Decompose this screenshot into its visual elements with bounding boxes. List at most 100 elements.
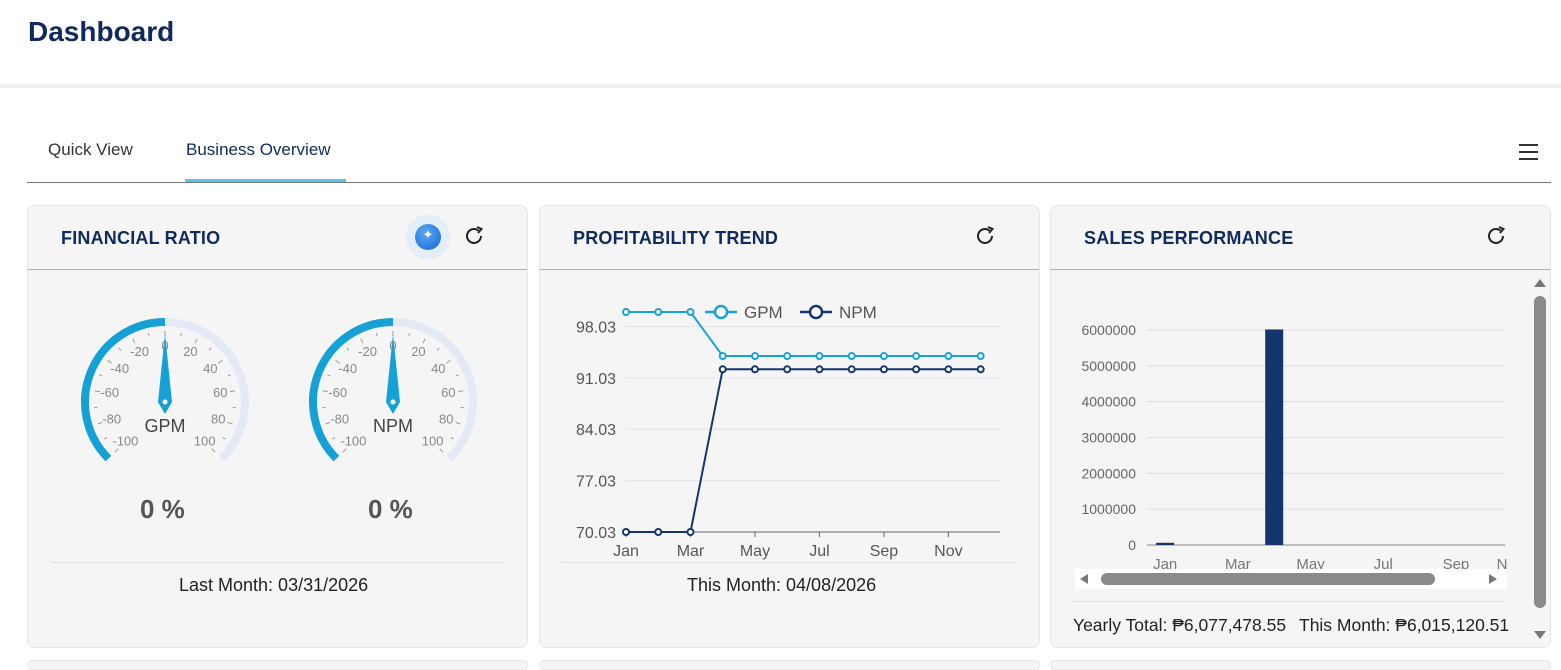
- data-point-gpm: [687, 309, 693, 315]
- gauge-tick-label: 100: [194, 434, 216, 449]
- financial-ratio-title: FINANCIAL RATIO: [61, 228, 220, 249]
- profitability-trend-title: PROFITABILITY TREND: [573, 228, 778, 249]
- gauge-tick: [115, 449, 119, 453]
- data-point-gpm: [784, 353, 790, 359]
- gauge-tick-label: -20: [130, 344, 149, 359]
- gauge-tick: [458, 391, 463, 392]
- gauge-tick: [209, 348, 211, 350]
- gauge-tick-label: -80: [330, 411, 349, 426]
- legend-marker-npm: [810, 306, 822, 318]
- y-tick-label: 77.03: [576, 474, 616, 491]
- refresh-icon[interactable]: [973, 224, 997, 248]
- npm-value: 0 %: [368, 494, 413, 525]
- gauge-tick-label: -60: [328, 385, 347, 400]
- y-tick-label: 84.03: [576, 422, 616, 439]
- data-point-gpm: [816, 353, 822, 359]
- top-bar: Dashboard: [0, 0, 1561, 88]
- gauge-tick: [228, 375, 231, 376]
- y-tick-label: 91.03: [576, 371, 616, 388]
- card-divider: [51, 562, 505, 563]
- bar-apr: [1265, 329, 1283, 545]
- data-point-npm: [945, 366, 951, 372]
- data-point-gpm: [623, 309, 629, 315]
- data-point-gpm: [881, 353, 887, 359]
- x-tick-label: Sep: [870, 543, 899, 560]
- scroll-right-icon[interactable]: [1487, 573, 1499, 585]
- tab-bar: Quick View Business Overview: [27, 128, 1551, 183]
- financial-ratio-card: FINANCIAL RATIO ✦ -100-80-60-40-20020406…: [27, 205, 528, 648]
- this-month-label: This Month: 04/08/2026: [687, 575, 876, 596]
- gauge-name: NPM: [373, 416, 413, 436]
- refresh-icon[interactable]: [462, 224, 486, 248]
- scroll-thumb[interactable]: [1101, 573, 1435, 585]
- data-point-npm: [913, 366, 919, 372]
- y-tick-label: 0: [1128, 537, 1136, 553]
- tab-business-overview[interactable]: Business Overview: [186, 140, 331, 160]
- data-point-npm: [784, 366, 790, 372]
- chart-horizontal-scrollbar[interactable]: [1075, 569, 1507, 589]
- gauge-tick: [361, 339, 363, 343]
- gauge-tick: [456, 375, 459, 376]
- gauge-tick-label: 40: [431, 361, 445, 376]
- gauge-tick: [99, 375, 102, 376]
- card-divider: [1073, 601, 1505, 602]
- card-vertical-scrollbar[interactable]: [1529, 272, 1551, 648]
- y-tick-label: 6000000: [1081, 322, 1136, 338]
- data-point-npm: [720, 366, 726, 372]
- profitability-trend-header: PROFITABILITY TREND: [540, 206, 1039, 270]
- gauge-tick: [327, 375, 330, 376]
- gauge-tick: [95, 391, 100, 392]
- gauge-tick-label: -20: [358, 344, 377, 359]
- vertical-scroll-thumb[interactable]: [1534, 296, 1546, 608]
- active-tab-indicator: [185, 179, 346, 182]
- gauge-tick-label: -100: [340, 434, 366, 449]
- gauge-tick: [423, 339, 425, 343]
- data-point-npm: [881, 366, 887, 372]
- gauge-tick: [104, 438, 107, 440]
- scroll-down-icon[interactable]: [1533, 630, 1547, 642]
- y-tick-label: 2000000: [1081, 465, 1136, 481]
- tab-quick-view[interactable]: Quick View: [48, 140, 133, 160]
- gauge-tick: [119, 348, 121, 350]
- data-point-npm: [978, 366, 984, 372]
- data-point-gpm: [720, 353, 726, 359]
- page-title: Dashboard: [28, 16, 174, 48]
- card-divider: [562, 562, 1016, 563]
- gauge-tick: [133, 339, 135, 343]
- data-point-npm: [752, 366, 758, 372]
- gauge-tick-label: -40: [338, 361, 357, 376]
- bar-jan: [1156, 543, 1174, 545]
- data-point-npm: [816, 366, 822, 372]
- legend-marker-gpm: [715, 306, 727, 318]
- refresh-icon[interactable]: [1484, 224, 1508, 248]
- data-point-gpm: [655, 309, 661, 315]
- x-tick-label: Jan: [613, 543, 639, 560]
- y-tick-label: 70.03: [576, 525, 616, 542]
- gauge-tick: [437, 348, 439, 350]
- gauge-tick: [212, 449, 216, 453]
- y-tick-label: 5000000: [1081, 358, 1136, 374]
- hamburger-menu-icon[interactable]: [1519, 143, 1539, 161]
- gauge-tick: [376, 333, 377, 336]
- scroll-left-icon[interactable]: [1078, 573, 1090, 585]
- gauge-tick-label: 80: [211, 411, 225, 426]
- gauge-tick: [195, 339, 197, 343]
- sales-this-month-label: This Month: ₱6,015,120.51: [1299, 615, 1509, 636]
- scroll-up-icon[interactable]: [1533, 276, 1547, 288]
- sparkle-ai-icon[interactable]: ✦: [406, 215, 450, 259]
- gauge-gpm: -100-80-60-40-20020406080100GPM: [85, 322, 245, 459]
- sales-performance-title: SALES PERFORMANCE: [1084, 228, 1293, 249]
- x-tick-label: Nov: [934, 543, 962, 560]
- gauge-tick: [218, 360, 222, 363]
- gauge-tick: [323, 391, 328, 392]
- y-tick-label: 3000000: [1081, 430, 1136, 446]
- gauge-tick: [332, 438, 335, 440]
- gauge-tick: [228, 422, 233, 424]
- gauge-tick-label: 40: [203, 361, 217, 376]
- next-row-card: [27, 660, 528, 670]
- gauge-tick: [230, 391, 235, 392]
- gauge-tick-label: 80: [439, 411, 453, 426]
